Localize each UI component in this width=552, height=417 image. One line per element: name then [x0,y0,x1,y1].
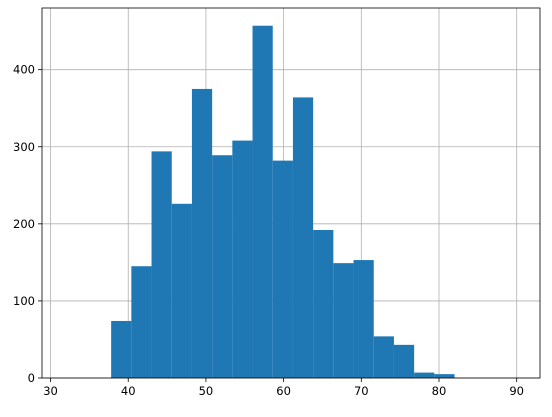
histogram-bar [313,230,334,378]
histogram-bar [232,140,253,378]
y-tick-label: 0 [28,371,35,385]
y-tick-label: 100 [13,294,35,308]
x-tick-label: 80 [432,384,447,398]
y-tick-label: 400 [13,63,35,77]
histogram-bar [272,160,293,378]
x-tick-label: 40 [121,384,136,398]
axes-layer: 30 40 50 60 70 80 90 0 100 200 300 400 [13,7,541,398]
histogram-bar [111,320,132,378]
histogram-bar [353,260,374,378]
histogram-bar [212,155,233,378]
histogram-bar [434,374,455,378]
x-tick-label: 90 [509,384,524,398]
bars-layer [111,25,455,379]
histogram-bar [333,263,354,378]
y-tick-label: 200 [13,217,35,231]
histogram-bar [414,372,435,378]
histogram-bar [373,336,394,378]
histogram-bar [171,203,192,378]
x-tick-label: 30 [43,384,58,398]
x-tick-label: 70 [354,384,369,398]
histogram-bar [393,344,415,378]
x-tick-label: 60 [276,384,291,398]
histogram-bar [292,97,314,379]
x-tick-label: 50 [199,384,214,398]
y-tick-label: 300 [13,140,35,154]
axes-frame [41,7,541,379]
histogram-bar [131,266,152,378]
histogram-bar [151,151,172,378]
histogram-bar [191,88,213,378]
histogram-bar [252,25,273,379]
